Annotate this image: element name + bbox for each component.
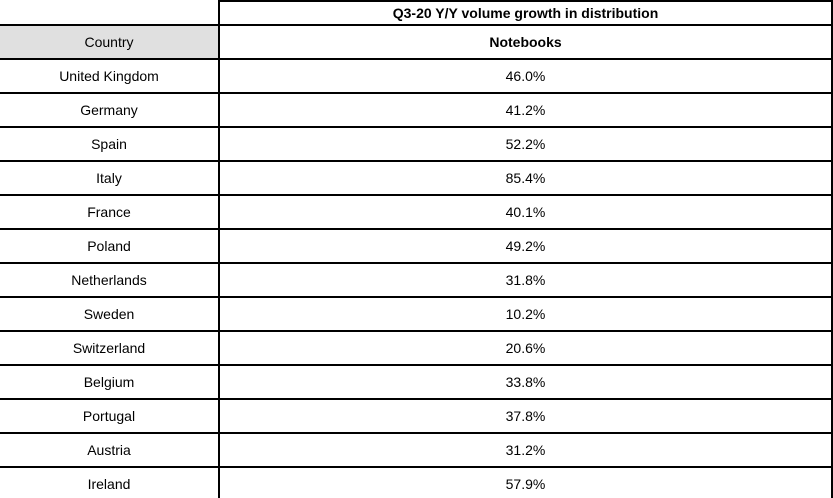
country-cell: Ireland xyxy=(87,476,131,492)
header-row: Country Notebooks xyxy=(0,26,833,60)
table-title: Q3-20 Y/Y volume growth in distribution xyxy=(218,0,833,24)
value-header-cell: Notebooks xyxy=(218,26,833,58)
country-cell: Austria xyxy=(87,442,131,458)
table-row: Sweden 10.2% xyxy=(0,298,833,332)
table-row: United Kingdom 46.0% xyxy=(0,60,833,94)
table-row: Spain 52.2% xyxy=(0,128,833,162)
value-cell: 40.1% xyxy=(218,196,833,228)
table-row: Ireland 57.9% xyxy=(0,468,833,498)
country-cell: Portugal xyxy=(82,408,136,424)
country-cell: Sweden xyxy=(83,306,135,322)
table-row: Switzerland 20.6% xyxy=(0,332,833,366)
country-cell: Belgium xyxy=(83,374,135,390)
value-cell: 52.2% xyxy=(218,128,833,160)
value-cell: 33.8% xyxy=(218,366,833,398)
country-header-cell: Country xyxy=(0,26,218,58)
country-cell: Poland xyxy=(87,238,131,254)
value-cell: 57.9% xyxy=(218,468,833,498)
country-cell: Switzerland xyxy=(72,340,146,356)
table-row: Austria 31.2% xyxy=(0,434,833,468)
country-cell: France xyxy=(87,204,131,220)
value-cell: 37.8% xyxy=(218,400,833,432)
title-row: Q3-20 Y/Y volume growth in distribution xyxy=(0,0,833,26)
value-cell: 31.2% xyxy=(218,434,833,466)
country-cell: Spain xyxy=(91,136,127,152)
table-row: France 40.1% xyxy=(0,196,833,230)
table-row: Germany 41.2% xyxy=(0,94,833,128)
corner-cell xyxy=(0,0,218,24)
country-cell: Italy xyxy=(96,170,122,186)
table-row: Netherlands 31.8% xyxy=(0,264,833,298)
value-cell: 31.8% xyxy=(218,264,833,296)
table-row: Portugal 37.8% xyxy=(0,400,833,434)
value-cell: 85.4% xyxy=(218,162,833,194)
value-cell: 46.0% xyxy=(218,60,833,92)
country-cell: United Kingdom xyxy=(59,68,159,84)
value-cell: 10.2% xyxy=(218,298,833,330)
table-row: Poland 49.2% xyxy=(0,230,833,264)
value-cell: 49.2% xyxy=(218,230,833,262)
value-cell: 41.2% xyxy=(218,94,833,126)
table-row: Italy 85.4% xyxy=(0,162,833,196)
country-cell: Netherlands xyxy=(71,272,147,288)
table-row: Belgium 33.8% xyxy=(0,366,833,400)
country-cell: Germany xyxy=(80,102,138,118)
value-cell: 20.6% xyxy=(218,332,833,364)
